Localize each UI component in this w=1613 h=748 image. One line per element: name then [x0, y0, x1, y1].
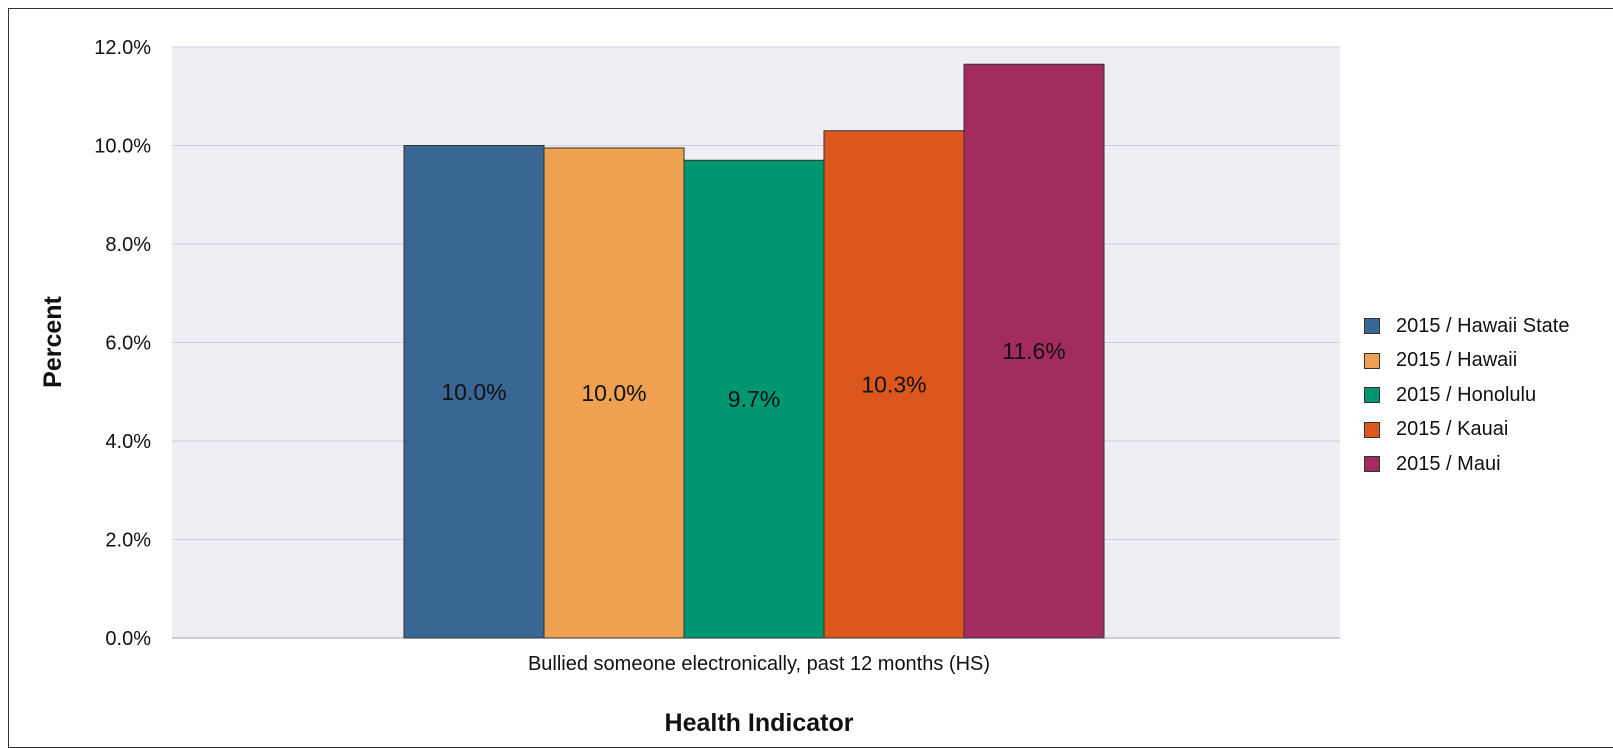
y-tick-label: 2.0%: [105, 530, 151, 552]
y-tick-label: 6.0%: [105, 333, 151, 355]
legend: 2015 / Hawaii State 2015 / Hawaii 2015 /…: [1364, 309, 1569, 482]
legend-label: 2015 / Hawaii: [1396, 349, 1518, 372]
bar[interactable]: [823, 130, 965, 639]
bar[interactable]: [683, 159, 825, 639]
x-category-label: Bullied someone electronically, past 12 …: [528, 653, 990, 675]
bar-data-labels: 10.0% 10.0% 9.7% 10.3% 11.6%: [441, 338, 1065, 412]
legend-swatch: [1364, 421, 1380, 438]
legend-item[interactable]: 2015 / Honolulu: [1364, 378, 1569, 413]
bars: [403, 63, 1105, 639]
bar-value-label: 11.6%: [1002, 338, 1066, 364]
y-tick-label: 10.0%: [94, 136, 151, 158]
y-axis-title: Percent: [39, 295, 67, 387]
legend-item[interactable]: 2015 / Hawaii: [1364, 344, 1569, 379]
y-tick-label: 4.0%: [105, 431, 151, 453]
bar-value-label: 10.0%: [441, 379, 506, 405]
legend-label: 2015 / Maui: [1396, 452, 1501, 475]
y-tick-label: 8.0%: [105, 234, 151, 256]
legend-swatch: [1364, 352, 1380, 369]
legend-item[interactable]: 2015 / Maui: [1364, 447, 1569, 482]
bar[interactable]: [963, 63, 1105, 639]
legend-item[interactable]: 2015 / Hawaii State: [1364, 309, 1569, 344]
legend-swatch: [1364, 456, 1380, 473]
legend-label: 2015 / Honolulu: [1396, 383, 1537, 406]
y-axis-ticks: 0.0% 2.0% 4.0% 6.0% 8.0% 10.0% 12.0%: [94, 37, 151, 650]
legend-label: 2015 / Kauai: [1396, 418, 1509, 441]
y-tick-label: 12.0%: [94, 37, 151, 59]
bar-value-label: 10.3%: [861, 371, 926, 397]
legend-label: 2015 / Hawaii State: [1396, 314, 1570, 337]
bar[interactable]: [403, 145, 545, 639]
x-axis-title: Health Indicator: [665, 709, 854, 737]
y-tick-label: 0.0%: [105, 628, 151, 650]
legend-item[interactable]: 2015 / Kauai: [1364, 413, 1569, 448]
bar-value-label: 9.7%: [728, 386, 780, 412]
legend-swatch: [1364, 318, 1380, 335]
bar-value-label: 10.0%: [581, 380, 646, 406]
legend-swatch: [1364, 387, 1380, 404]
